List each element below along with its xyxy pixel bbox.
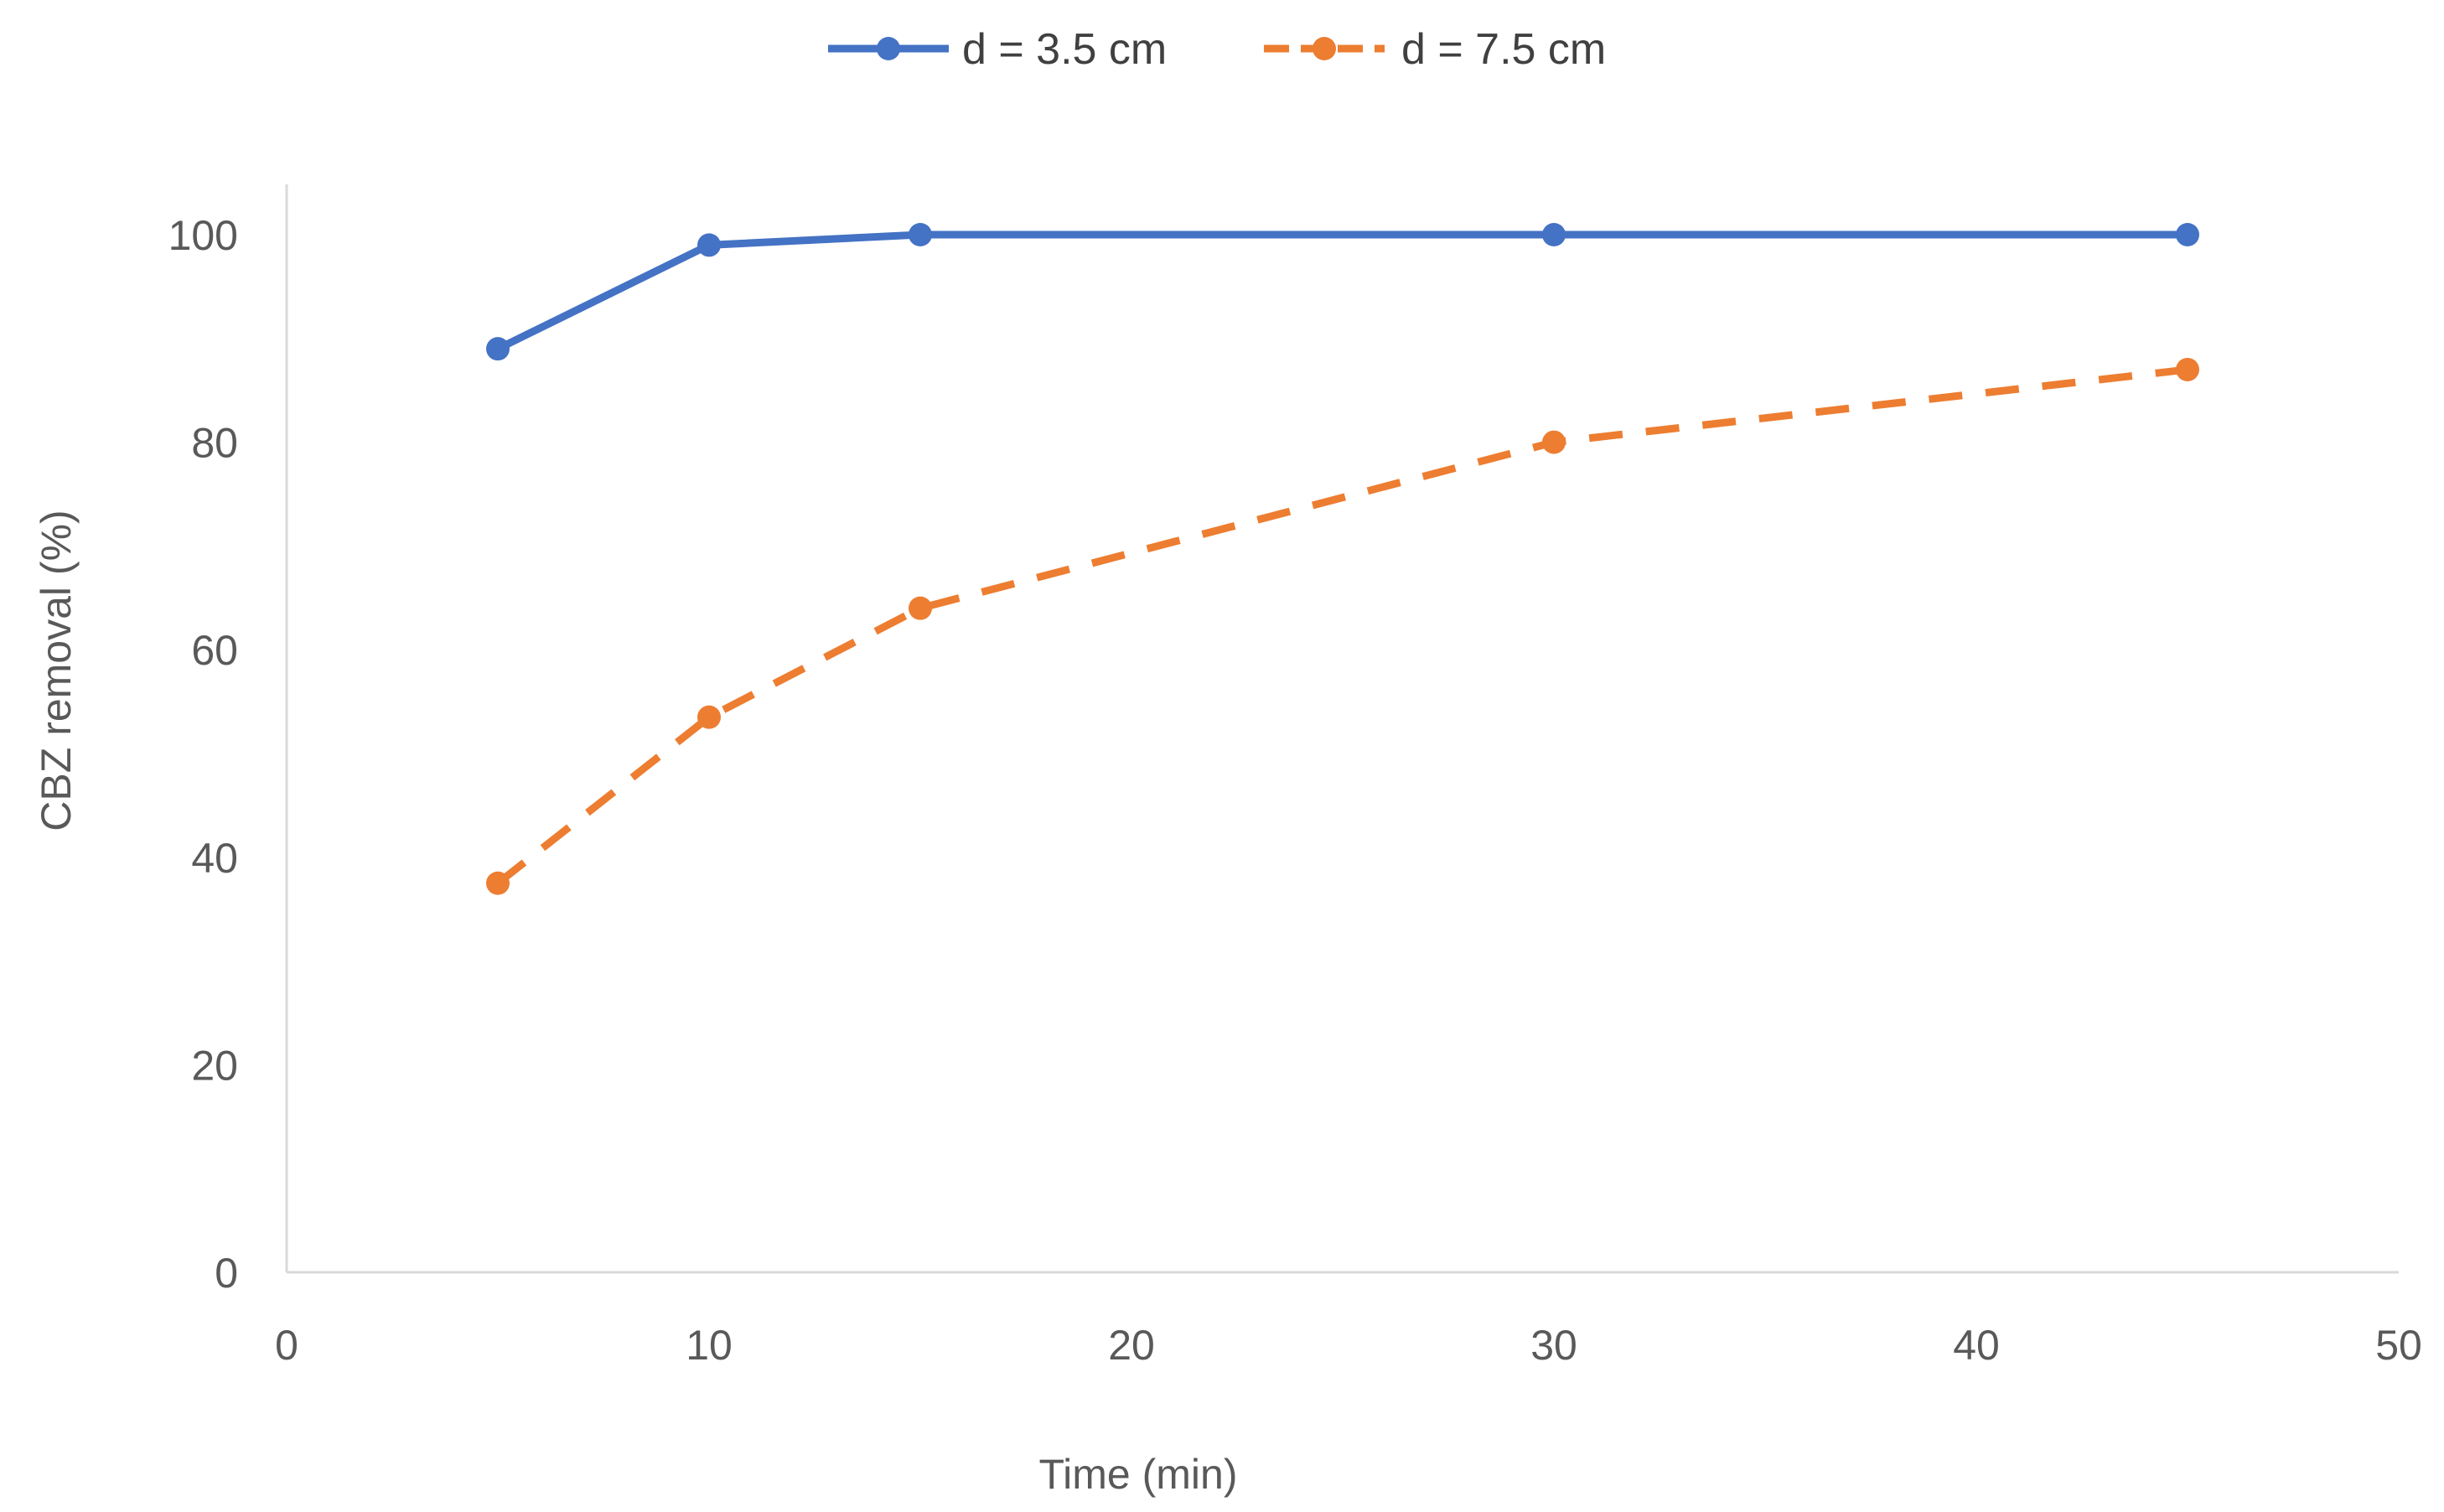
y-tick-label: 80 — [191, 420, 238, 467]
series-2 — [486, 357, 2199, 895]
x-tick-label: 40 — [1953, 1322, 2000, 1369]
series-line — [495, 365, 2188, 887]
x-tick-label: 30 — [1530, 1322, 1577, 1369]
y-tick-label: 0 — [215, 1250, 238, 1297]
x-tick-label: 0 — [275, 1322, 298, 1369]
y-tick-label: 20 — [191, 1042, 238, 1089]
y-axis-title: CBZ removal (%) — [33, 510, 80, 831]
series-1 — [486, 223, 2199, 361]
legend-marker — [877, 37, 900, 60]
legend-label: d = 7.5 cm — [1401, 25, 1606, 74]
data-point — [2176, 223, 2199, 246]
series-line — [494, 230, 2192, 353]
data-point — [909, 596, 932, 620]
legend-item-1: d = 3.5 cm — [828, 25, 1167, 74]
legend-item-2: d = 7.5 cm — [1264, 25, 1606, 74]
x-axis-title: Time (min) — [1038, 1451, 1237, 1498]
y-tick-label: 40 — [191, 835, 238, 882]
y-tick-label: 60 — [191, 627, 238, 674]
y-tick-labels: 0 20 40 60 80 100 — [168, 212, 238, 1297]
axes — [285, 184, 2399, 1274]
plot-area — [486, 223, 2199, 895]
y-tick-label: 100 — [168, 212, 238, 259]
x-tick-label: 50 — [2375, 1322, 2422, 1369]
data-point — [486, 337, 510, 361]
data-point — [2176, 357, 2199, 381]
legend: d = 3.5 cm d = 7.5 cm — [828, 25, 1606, 74]
data-point — [1542, 223, 1566, 246]
data-point — [909, 223, 932, 246]
data-point — [486, 871, 510, 895]
data-point — [697, 705, 721, 729]
data-point — [697, 233, 721, 257]
x-tick-labels: 0 10 20 30 40 50 — [275, 1322, 2422, 1369]
x-tick-label: 10 — [686, 1322, 733, 1369]
legend-marker — [1313, 37, 1336, 60]
x-tick-label: 20 — [1108, 1322, 1155, 1369]
data-point — [1542, 430, 1566, 454]
legend-label: d = 3.5 cm — [962, 25, 1167, 74]
